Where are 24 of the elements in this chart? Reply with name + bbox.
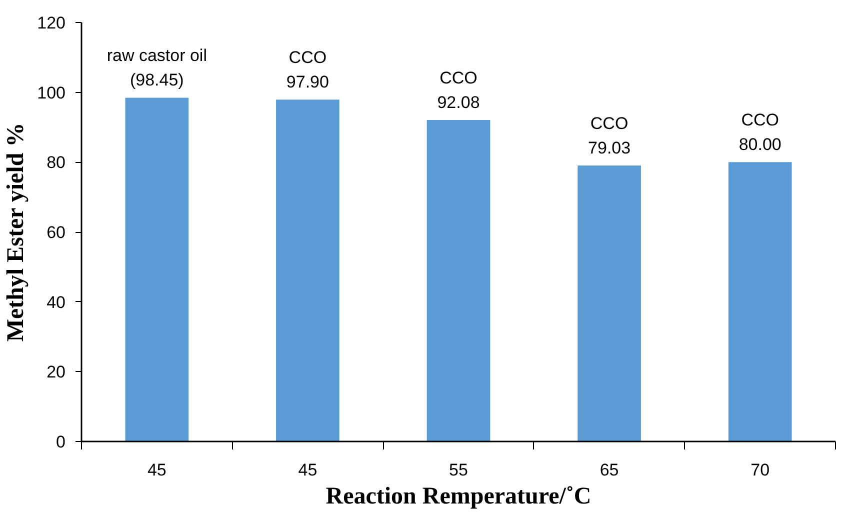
- data-label: CCO 97.90: [286, 48, 329, 92]
- bar: [426, 120, 490, 442]
- data-label: CCO 79.03: [588, 114, 631, 158]
- y-tick-label: 0: [56, 432, 66, 452]
- y-tick-label: 80: [46, 153, 66, 172]
- x-tick-label: 45: [298, 460, 318, 480]
- data-label: CCO 80.00: [738, 110, 782, 154]
- x-tick-label: 65: [600, 460, 619, 480]
- data-label: CCO 92.08: [437, 68, 480, 112]
- x-axis-title: Reaction Remperature/˚C: [326, 484, 592, 510]
- y-tick-label: 120: [37, 14, 66, 32]
- y-tick-label: 60: [46, 223, 66, 242]
- y-axis-title: Methyl Ester yield %: [3, 122, 30, 342]
- bar: [578, 166, 641, 442]
- y-tick-label: 20: [46, 362, 66, 382]
- y-tick-label: 100: [37, 83, 66, 102]
- bar: [276, 100, 340, 442]
- y-tick-label: 40: [46, 292, 66, 312]
- bar: [125, 98, 189, 442]
- x-tick-label: 55: [449, 460, 468, 480]
- x-tick-label: 70: [750, 460, 770, 480]
- data-label: raw castor oil (98.45): [106, 46, 207, 90]
- x-tick-label: 45: [147, 460, 166, 480]
- bar: [728, 162, 792, 442]
